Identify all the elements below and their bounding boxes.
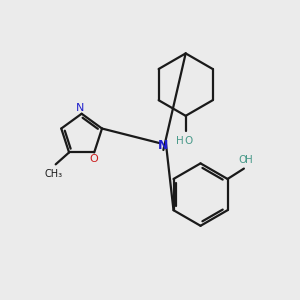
Text: H: H bbox=[245, 155, 253, 165]
Text: O: O bbox=[238, 155, 247, 165]
Text: O: O bbox=[184, 136, 192, 146]
Text: N: N bbox=[158, 139, 169, 152]
Text: O: O bbox=[90, 154, 99, 164]
Text: CH₃: CH₃ bbox=[44, 169, 62, 179]
Text: H: H bbox=[176, 136, 184, 146]
Text: N: N bbox=[76, 103, 84, 113]
